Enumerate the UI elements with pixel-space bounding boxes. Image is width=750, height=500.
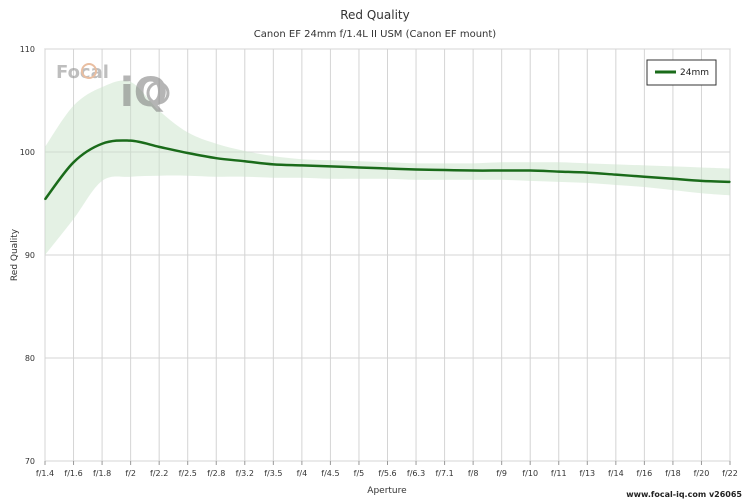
x-tick-label: f/11	[551, 469, 567, 478]
chart-subtitle: Canon EF 24mm f/1.4L II USM (Canon EF mo…	[254, 29, 497, 40]
x-tick-label: f/3.5	[264, 469, 282, 478]
axis-layer: f/1.4 f/1.6 f/1.8 f/2 f/2.2 f/2.5 f/2.8 f/3.2 f/…	[20, 45, 738, 478]
x-tick-label: f/10	[522, 469, 538, 478]
x-tick-label: f/6.3	[407, 469, 425, 478]
data-point	[443, 169, 446, 171]
watermark-logo-iq: iQ	[120, 70, 168, 116]
data-point	[672, 177, 674, 180]
watermark-logo-circle	[81, 63, 97, 79]
x-tick-label: f/2.5	[179, 469, 197, 478]
series-line-layer	[44, 139, 731, 201]
data-point	[215, 157, 218, 159]
x-tick-label: f/4.5	[321, 469, 339, 478]
y-tick-label: 110	[20, 45, 35, 54]
data-point	[500, 169, 503, 172]
data-point	[615, 173, 617, 176]
x-tick-label: f/2.8	[207, 469, 225, 478]
y-tick-label: 90	[25, 251, 35, 260]
data-point	[415, 168, 417, 171]
y-tick-label: 80	[25, 354, 35, 363]
watermark-magnifier-icon	[146, 81, 170, 105]
data-point	[700, 180, 703, 182]
x-tick-label: f/5	[354, 469, 365, 478]
data-point	[386, 167, 389, 170]
y-axis-label: Red Quality	[10, 228, 20, 281]
grid-layer	[44, 48, 731, 462]
data-point	[44, 198, 46, 201]
data-point	[729, 181, 731, 183]
x-tick-label: f/5.6	[378, 469, 396, 478]
data-point	[243, 160, 246, 163]
data-point	[186, 152, 189, 154]
x-tick-label: f/14	[608, 469, 624, 478]
data-point	[158, 146, 160, 148]
data-point	[72, 161, 75, 164]
x-tick-label: f/1.4	[36, 469, 54, 478]
data-point	[329, 165, 332, 168]
x-tick-label: f/2.2	[150, 469, 168, 478]
x-tick-label: f/1.6	[64, 469, 82, 478]
chart-title: Red Quality	[340, 8, 410, 22]
data-point	[586, 171, 589, 174]
x-tick-label: f/13	[579, 469, 595, 478]
legend: 24mm	[646, 59, 717, 86]
x-tick-label: f/3.2	[236, 469, 254, 478]
data-point	[643, 175, 646, 178]
data-point	[101, 142, 103, 145]
data-point	[529, 169, 532, 172]
legend-label: 24mm	[680, 68, 709, 78]
data-point	[301, 164, 303, 167]
x-tick-label: f/7.1	[435, 469, 453, 478]
data-point	[472, 169, 474, 172]
x-tick-label: f/22	[722, 469, 738, 478]
data-point	[272, 163, 275, 166]
y-tick-label: 70	[25, 457, 35, 466]
y-tick-label: 100	[20, 148, 35, 157]
x-tick-label: f/20	[694, 469, 710, 478]
x-tick-label: f/16	[637, 469, 653, 478]
x-tick-label: f/2	[125, 469, 136, 478]
data-point	[358, 166, 360, 169]
x-tick-label: f/1.8	[93, 469, 111, 478]
x-tick-label: f/4	[297, 469, 308, 478]
watermark-logo: Focal iQ	[56, 62, 170, 116]
data-point	[129, 139, 132, 142]
data-point	[557, 170, 560, 173]
x-tick-label: f/9	[496, 469, 507, 478]
watermark-url: www.focal-iq.com v26065	[626, 490, 742, 499]
x-tick-label: f/8	[468, 469, 479, 478]
x-axis-label: Aperture	[367, 486, 407, 496]
x-tick-label: f/18	[665, 469, 681, 478]
